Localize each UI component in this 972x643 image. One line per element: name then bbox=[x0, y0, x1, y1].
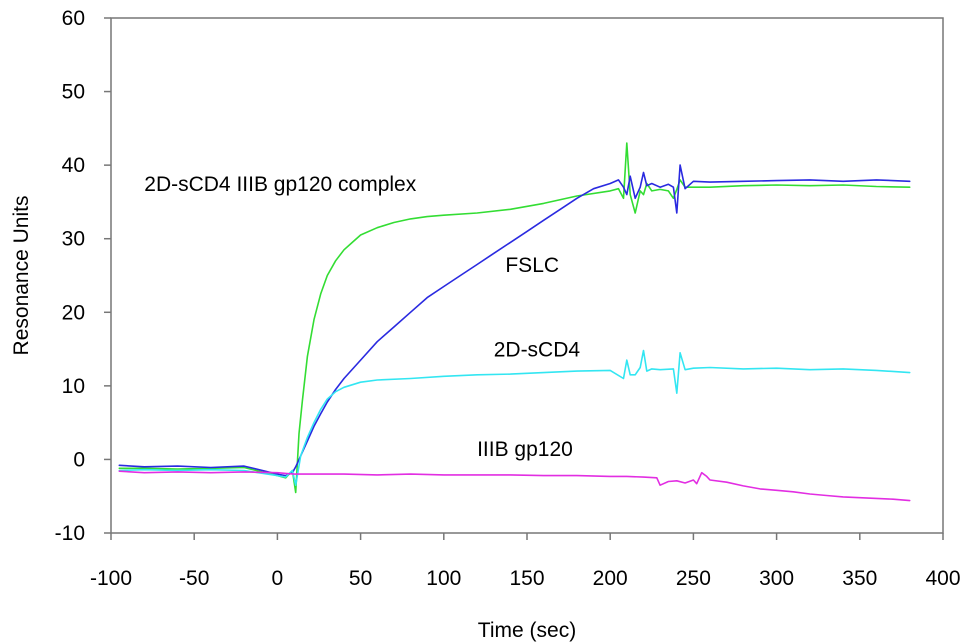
series-line-gp120 bbox=[118, 470, 911, 502]
x-tick-label: 50 bbox=[349, 567, 372, 590]
series-line-fslc bbox=[118, 164, 911, 477]
axis-tick-labels: -100 -50 0 50 100 150 200 250 300 350 400-10010203… bbox=[55, 7, 961, 590]
annotation-complex: 2D-sCD4 IIIB gp120 complex bbox=[144, 173, 416, 196]
y-tick-label: 0 bbox=[73, 448, 85, 471]
y-tick-label: 60 bbox=[62, 7, 85, 30]
x-tick-label: -100 bbox=[90, 567, 132, 590]
x-tick-label: -50 bbox=[179, 567, 209, 590]
y-tick-label: 10 bbox=[62, 375, 85, 398]
y-tick-label: 30 bbox=[62, 228, 85, 251]
x-tick-label: 250 bbox=[676, 567, 711, 590]
y-tick-label: 40 bbox=[62, 154, 85, 177]
y-tick-label: -10 bbox=[55, 522, 85, 545]
annotation-fslc: FSLC bbox=[505, 254, 559, 277]
series-line-sc2d bbox=[118, 349, 911, 487]
x-tick-label: 150 bbox=[509, 567, 544, 590]
y-tick-label: 50 bbox=[62, 81, 85, 104]
annotation-sc2d: 2D-sCD4 bbox=[494, 338, 581, 361]
x-axis-title: Time (sec) bbox=[478, 619, 576, 642]
annotation-gp120: IIIB gp120 bbox=[477, 438, 573, 461]
y-axis-title: Resonance Units bbox=[10, 196, 33, 356]
x-tick-label: 0 bbox=[272, 567, 284, 590]
x-tick-label: 350 bbox=[842, 567, 877, 590]
series-layer bbox=[118, 142, 911, 502]
axis-ticks bbox=[104, 17, 944, 540]
x-tick-label: 400 bbox=[925, 567, 960, 590]
x-tick-label: 300 bbox=[759, 567, 794, 590]
x-tick-label: 200 bbox=[593, 567, 628, 590]
y-tick-label: 20 bbox=[62, 301, 85, 324]
x-tick-label: 100 bbox=[426, 567, 461, 590]
series-annotations: 2D-sCD4 IIIB gp120 complex FSLC 2D-sCD4 III… bbox=[144, 173, 580, 461]
